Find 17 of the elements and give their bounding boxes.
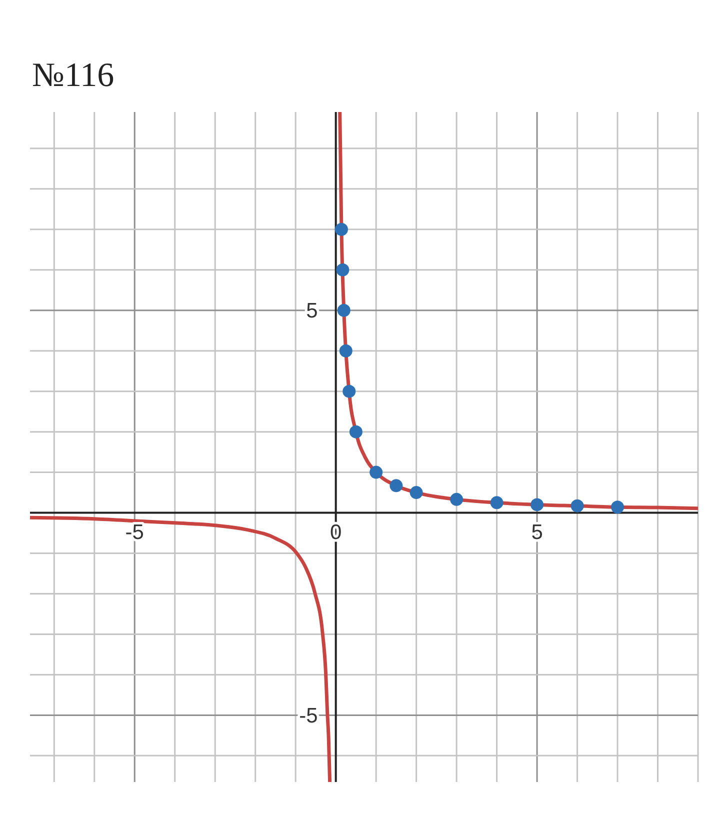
point [530,498,544,512]
point [450,492,464,506]
point [370,466,383,479]
x-tick-label: -5 [125,520,144,544]
point [342,384,356,398]
point [336,263,350,276]
point [349,425,362,438]
point [611,500,624,514]
point [337,304,350,317]
x-tick-label: 5 [531,520,543,544]
point [490,496,504,510]
point [570,499,584,512]
point [410,486,423,500]
point [390,479,403,492]
chart-title: №116 [32,57,114,94]
point [334,222,348,236]
point [339,344,352,358]
